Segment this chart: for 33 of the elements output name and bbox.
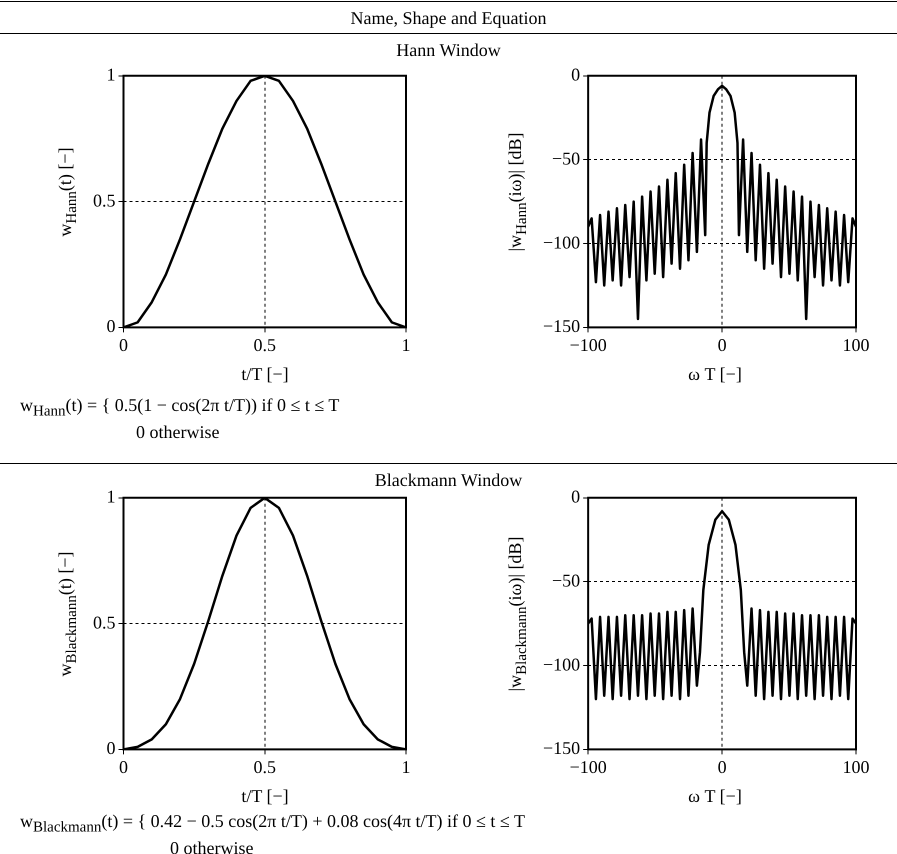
y-tick-label: −100	[542, 232, 580, 252]
y-tick-label: −100	[542, 654, 580, 674]
y-tick-label: 1	[106, 486, 116, 507]
text: Hann Window	[395, 40, 502, 61]
text: w$_{Blackmann}$(t) = { 0.42 − 0.5 cos(2π t/T) + 0.08 cos(4π t/T) if 0 ≤ t ≤ T 0 otherwise	[20, 811, 525, 854]
x-tick-label: 1	[402, 756, 410, 777]
x-tick-label: 100	[842, 334, 870, 355]
text: w$_{Hann}$(t) = { 0.5(1 − cos(2π t/T)) if 0 ≤ t ≤ T 0 otherwise	[20, 395, 340, 442]
y-tick-label: 0	[571, 486, 580, 507]
y-tick-label: 0	[106, 738, 116, 758]
y-tick-label: 0	[106, 316, 116, 336]
x-axis-title: t/T [−]	[241, 786, 289, 807]
x-axis-title: ω T [−]	[688, 364, 742, 385]
x-tick-label: 0	[119, 756, 128, 777]
y-tick-label: 1	[106, 64, 116, 85]
x-tick-label: 0.5	[254, 756, 276, 777]
x-tick-label: 0	[718, 756, 727, 777]
x-axis-title: t/T [−]	[241, 364, 289, 385]
y-tick-label: −50	[552, 570, 580, 590]
y-tick-label: −150	[542, 316, 580, 336]
text: Name, Shape and Equation	[350, 8, 548, 29]
y-tick-label: 0	[571, 64, 580, 85]
x-tick-label: 0	[718, 334, 727, 355]
y-tick-label: −150	[542, 738, 580, 758]
x-tick-label: 100	[842, 756, 870, 777]
y-tick-label: 0.5	[93, 612, 116, 632]
y-tick-label: −50	[552, 148, 580, 168]
x-tick-label: 0.5	[254, 334, 276, 355]
x-tick-label: 1	[402, 334, 410, 355]
text: Blackmann Window	[374, 470, 522, 490]
y-tick-label: 0.5	[93, 190, 116, 210]
x-axis-title: ω T [−]	[688, 786, 742, 807]
x-tick-label: 0	[119, 334, 128, 355]
